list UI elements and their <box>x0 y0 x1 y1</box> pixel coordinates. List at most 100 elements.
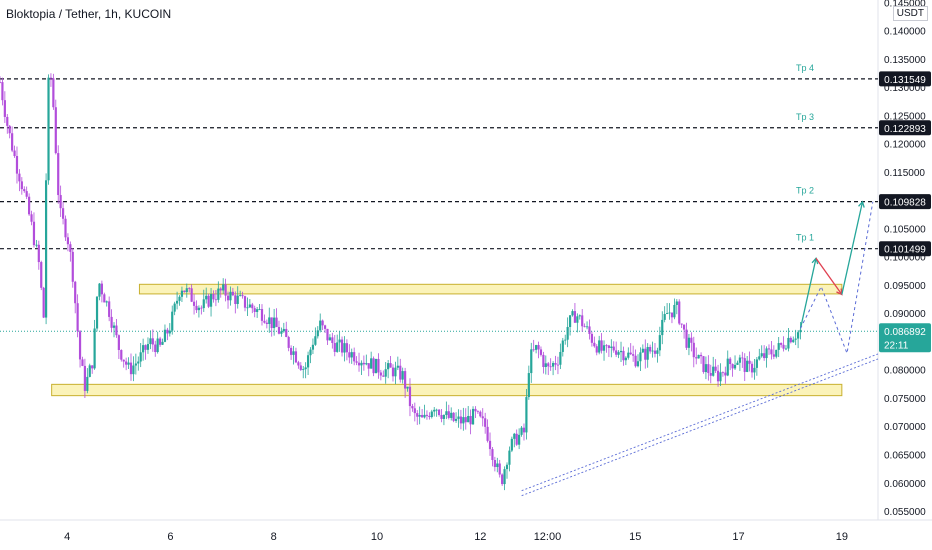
candle-body <box>263 320 266 323</box>
currency-label[interactable]: USDT <box>892 6 928 21</box>
candle-body <box>105 301 108 303</box>
candle-body <box>729 358 732 365</box>
candle-body <box>743 358 746 372</box>
support-resistance-zone <box>138 283 843 295</box>
candle-body <box>173 303 176 312</box>
y-tick-label: 0.115000 <box>884 168 925 179</box>
candle-body <box>636 361 640 367</box>
candle-body <box>258 309 261 310</box>
candle-body <box>585 326 589 328</box>
candle-body <box>471 408 475 425</box>
candle-body <box>404 371 407 389</box>
candle-body <box>287 337 290 348</box>
candle-body <box>469 415 472 425</box>
candle-body <box>607 345 610 348</box>
candle-body <box>690 337 693 343</box>
candle-body <box>83 365 87 391</box>
y-tick-label: 0.070000 <box>884 422 926 433</box>
candle-body <box>348 352 351 358</box>
candle-body <box>493 460 496 468</box>
candle-body <box>389 363 392 368</box>
candle-body <box>146 344 150 350</box>
candle-body <box>763 353 766 359</box>
candle-body <box>350 352 353 358</box>
candle-body <box>125 361 128 365</box>
candle-body <box>338 339 341 343</box>
candle-body <box>306 355 310 368</box>
candle-body <box>180 290 184 297</box>
candle-body <box>505 464 509 470</box>
candle-body <box>93 328 96 369</box>
candle-body <box>394 367 397 377</box>
candle-body <box>343 343 346 353</box>
candle-body <box>122 359 125 362</box>
candle-body <box>481 416 484 419</box>
candle-body <box>515 433 518 445</box>
candle-body <box>433 409 436 412</box>
candle-body <box>663 313 666 320</box>
candle-body <box>207 295 210 307</box>
candle-body <box>129 362 133 375</box>
y-tick-label: 0.125000 <box>884 111 926 122</box>
candle-body <box>503 469 506 485</box>
candle-body <box>277 326 281 334</box>
candle-body <box>40 262 43 288</box>
candle-body <box>100 283 103 295</box>
candle-body <box>539 349 543 355</box>
candle-body <box>767 348 771 350</box>
candle-body <box>144 345 147 350</box>
candle-body <box>530 349 533 374</box>
candle-body <box>197 307 201 311</box>
candle-body <box>149 338 152 345</box>
candle-body <box>69 244 72 252</box>
candle-body <box>758 356 761 360</box>
projection-arrow <box>841 201 864 295</box>
candle-body <box>454 418 458 421</box>
candle-body <box>542 354 545 368</box>
candle-body <box>18 173 21 182</box>
candle-body <box>219 288 222 291</box>
candle-body <box>326 328 329 341</box>
candle-body <box>139 352 142 362</box>
candle-body <box>183 290 186 293</box>
candle-body <box>522 427 526 433</box>
candle-body <box>782 344 785 349</box>
candle-body <box>789 337 792 343</box>
candle-body <box>377 358 380 373</box>
candle-body <box>231 291 234 296</box>
candle-body <box>741 357 744 359</box>
candle-body <box>224 284 227 296</box>
y-tick-label: 0.130000 <box>884 83 926 94</box>
candle-body <box>321 320 324 326</box>
candle-body <box>61 208 65 219</box>
candle-body <box>3 100 6 117</box>
candle-body <box>256 309 259 312</box>
candle-body <box>787 337 790 349</box>
candle-body <box>108 301 111 317</box>
y-tick-label: 0.120000 <box>884 140 926 151</box>
candle-body <box>573 311 577 323</box>
candle-body <box>721 372 725 374</box>
candle-body <box>682 324 686 330</box>
candle-body <box>678 301 681 324</box>
candle-body <box>137 361 140 364</box>
candle-body <box>598 340 601 353</box>
candle-body <box>91 365 94 369</box>
candle-body <box>488 440 492 450</box>
candle-body <box>549 366 552 368</box>
candle-body <box>709 373 712 376</box>
candle-body <box>746 360 749 372</box>
target-price-tag <box>879 194 931 210</box>
candle-body <box>248 304 251 308</box>
candle-body <box>699 354 703 357</box>
candle-body <box>401 371 404 380</box>
candle-body <box>547 363 550 367</box>
candle-body <box>372 358 375 374</box>
candle-body <box>64 218 67 238</box>
candle-body <box>799 329 802 333</box>
candle-body <box>260 309 264 321</box>
candles-group <box>0 73 802 491</box>
candle-body <box>331 337 334 343</box>
candle-body <box>564 339 567 341</box>
